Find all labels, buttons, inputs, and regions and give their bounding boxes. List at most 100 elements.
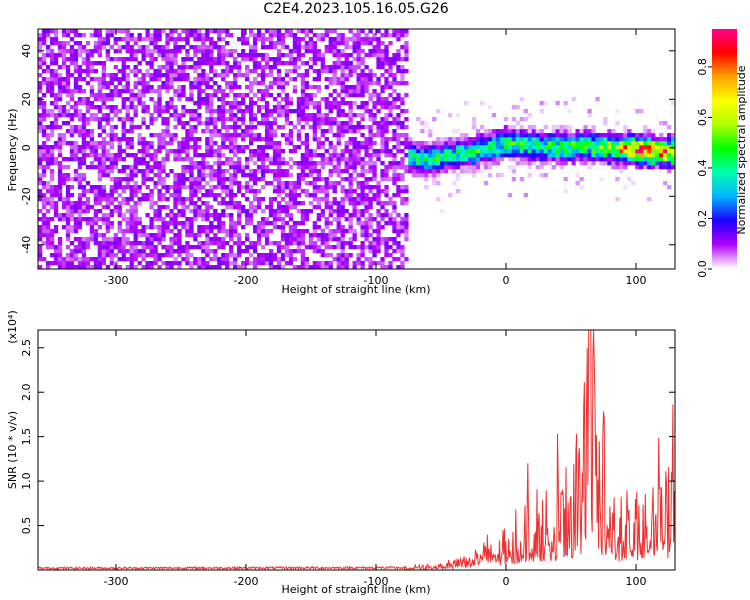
heatmap-cell xyxy=(177,37,182,42)
heatmap-cell xyxy=(157,209,162,214)
heatmap-cell xyxy=(475,145,481,150)
heatmap-cell xyxy=(591,129,596,134)
heatmap-cell xyxy=(603,137,608,142)
heatmap-cell xyxy=(320,57,325,62)
heatmap-cell xyxy=(69,73,75,78)
heatmap-cell xyxy=(312,193,317,198)
heatmap-cell xyxy=(117,245,122,250)
colorbar-swatch xyxy=(712,35,737,38)
heatmap-cell xyxy=(348,149,353,154)
heatmap-cell xyxy=(49,189,55,194)
heatmap-cell xyxy=(376,209,381,214)
heatmap-cell xyxy=(201,157,206,162)
heatmap-cell xyxy=(133,161,138,166)
heatmap-cell xyxy=(181,205,186,210)
heatmap-cell xyxy=(356,77,361,82)
heatmap-cell xyxy=(185,185,190,190)
heatmap-cell xyxy=(121,165,126,170)
heatmap-cell xyxy=(38,249,43,254)
colorbar-swatch xyxy=(712,237,737,240)
colorbar-swatch xyxy=(712,67,737,70)
heatmap-cell xyxy=(460,153,465,158)
heatmap-cell xyxy=(471,141,477,146)
heatmap-cell xyxy=(348,29,353,34)
heatmap-cell xyxy=(225,29,230,34)
heatmap-cell xyxy=(356,121,361,126)
heatmap-cell xyxy=(324,205,329,210)
heatmap-cell xyxy=(217,237,222,242)
heatmap-cell xyxy=(555,141,560,146)
heatmap-cell xyxy=(69,213,75,218)
heatmap-cell xyxy=(181,201,186,206)
heatmap-cell xyxy=(623,125,628,130)
heatmap-cell xyxy=(316,101,321,106)
heatmap-cell xyxy=(201,177,206,182)
heatmap-cell xyxy=(380,265,385,269)
heatmap-cell xyxy=(157,37,162,42)
heatmap-cell xyxy=(213,197,218,202)
heatmap-cell xyxy=(667,145,672,150)
heatmap-cell xyxy=(252,261,258,266)
heatmap-cell xyxy=(117,81,122,86)
heatmap-cell xyxy=(45,233,51,238)
heatmap-cell xyxy=(173,149,178,154)
heatmap-cell xyxy=(229,189,234,194)
heatmap-cell xyxy=(173,197,178,202)
heatmap-cell xyxy=(356,261,361,266)
heatmap-cell xyxy=(348,117,353,122)
heatmap-cell xyxy=(364,77,369,82)
heatmap-cell xyxy=(276,113,282,118)
heatmap-cell xyxy=(181,113,186,118)
heatmap-cell xyxy=(205,205,210,210)
heatmap-cell xyxy=(81,45,87,50)
heatmap-cell xyxy=(384,245,389,250)
heatmap-cell xyxy=(105,41,110,46)
heatmap-cell xyxy=(563,125,568,130)
heatmap-cell xyxy=(101,61,106,66)
heatmap-cell xyxy=(229,117,234,122)
heatmap-cell xyxy=(113,177,118,182)
colorbar-swatch xyxy=(712,137,737,140)
heatmap-cell xyxy=(141,193,146,198)
heatmap-cell xyxy=(85,97,91,102)
heatmap-cell xyxy=(125,241,130,246)
heatmap-cell xyxy=(320,185,325,190)
heatmap-cell xyxy=(384,57,389,62)
heatmap-cell xyxy=(113,137,118,142)
heatmap-cell xyxy=(268,65,274,70)
heatmap-cell xyxy=(121,257,126,262)
heatmap-cell xyxy=(173,53,178,58)
heatmap-cell xyxy=(344,61,349,66)
heatmap-cell xyxy=(249,101,254,106)
heatmap-cell xyxy=(671,101,675,106)
heatmap-cell xyxy=(201,161,206,166)
heatmap-cell xyxy=(41,173,47,178)
heatmap-cell xyxy=(559,141,564,146)
heatmap-cell xyxy=(49,185,55,190)
heatmap-cell xyxy=(368,189,373,194)
heatmap-cell xyxy=(249,89,254,94)
heatmap-cell xyxy=(308,93,314,98)
heatmap-cell xyxy=(555,145,560,150)
heatmap-cell xyxy=(348,73,353,78)
heatmap-cell xyxy=(304,161,310,166)
snr-y-tick-label: 0.5 xyxy=(20,517,33,535)
heatmap-cell xyxy=(121,233,126,238)
heatmap-cell xyxy=(69,261,75,266)
heatmap-cell xyxy=(133,221,138,226)
heatmap-cell xyxy=(372,173,377,178)
heatmap-cell xyxy=(356,181,361,186)
heatmap-cell xyxy=(109,193,114,198)
heatmap-cell xyxy=(65,129,71,134)
heatmap-cell xyxy=(237,217,242,222)
heatmap-cell xyxy=(101,193,106,198)
heatmap-cell xyxy=(252,193,258,198)
heatmap-cell xyxy=(328,109,333,114)
heatmap-cell xyxy=(336,265,341,269)
heatmap-cell xyxy=(424,161,429,166)
heatmap-cell xyxy=(651,153,656,158)
heatmap-cell xyxy=(380,105,385,110)
heatmap-cell xyxy=(69,225,75,230)
heatmap-cell xyxy=(69,149,75,154)
heatmap-cell xyxy=(268,209,274,214)
